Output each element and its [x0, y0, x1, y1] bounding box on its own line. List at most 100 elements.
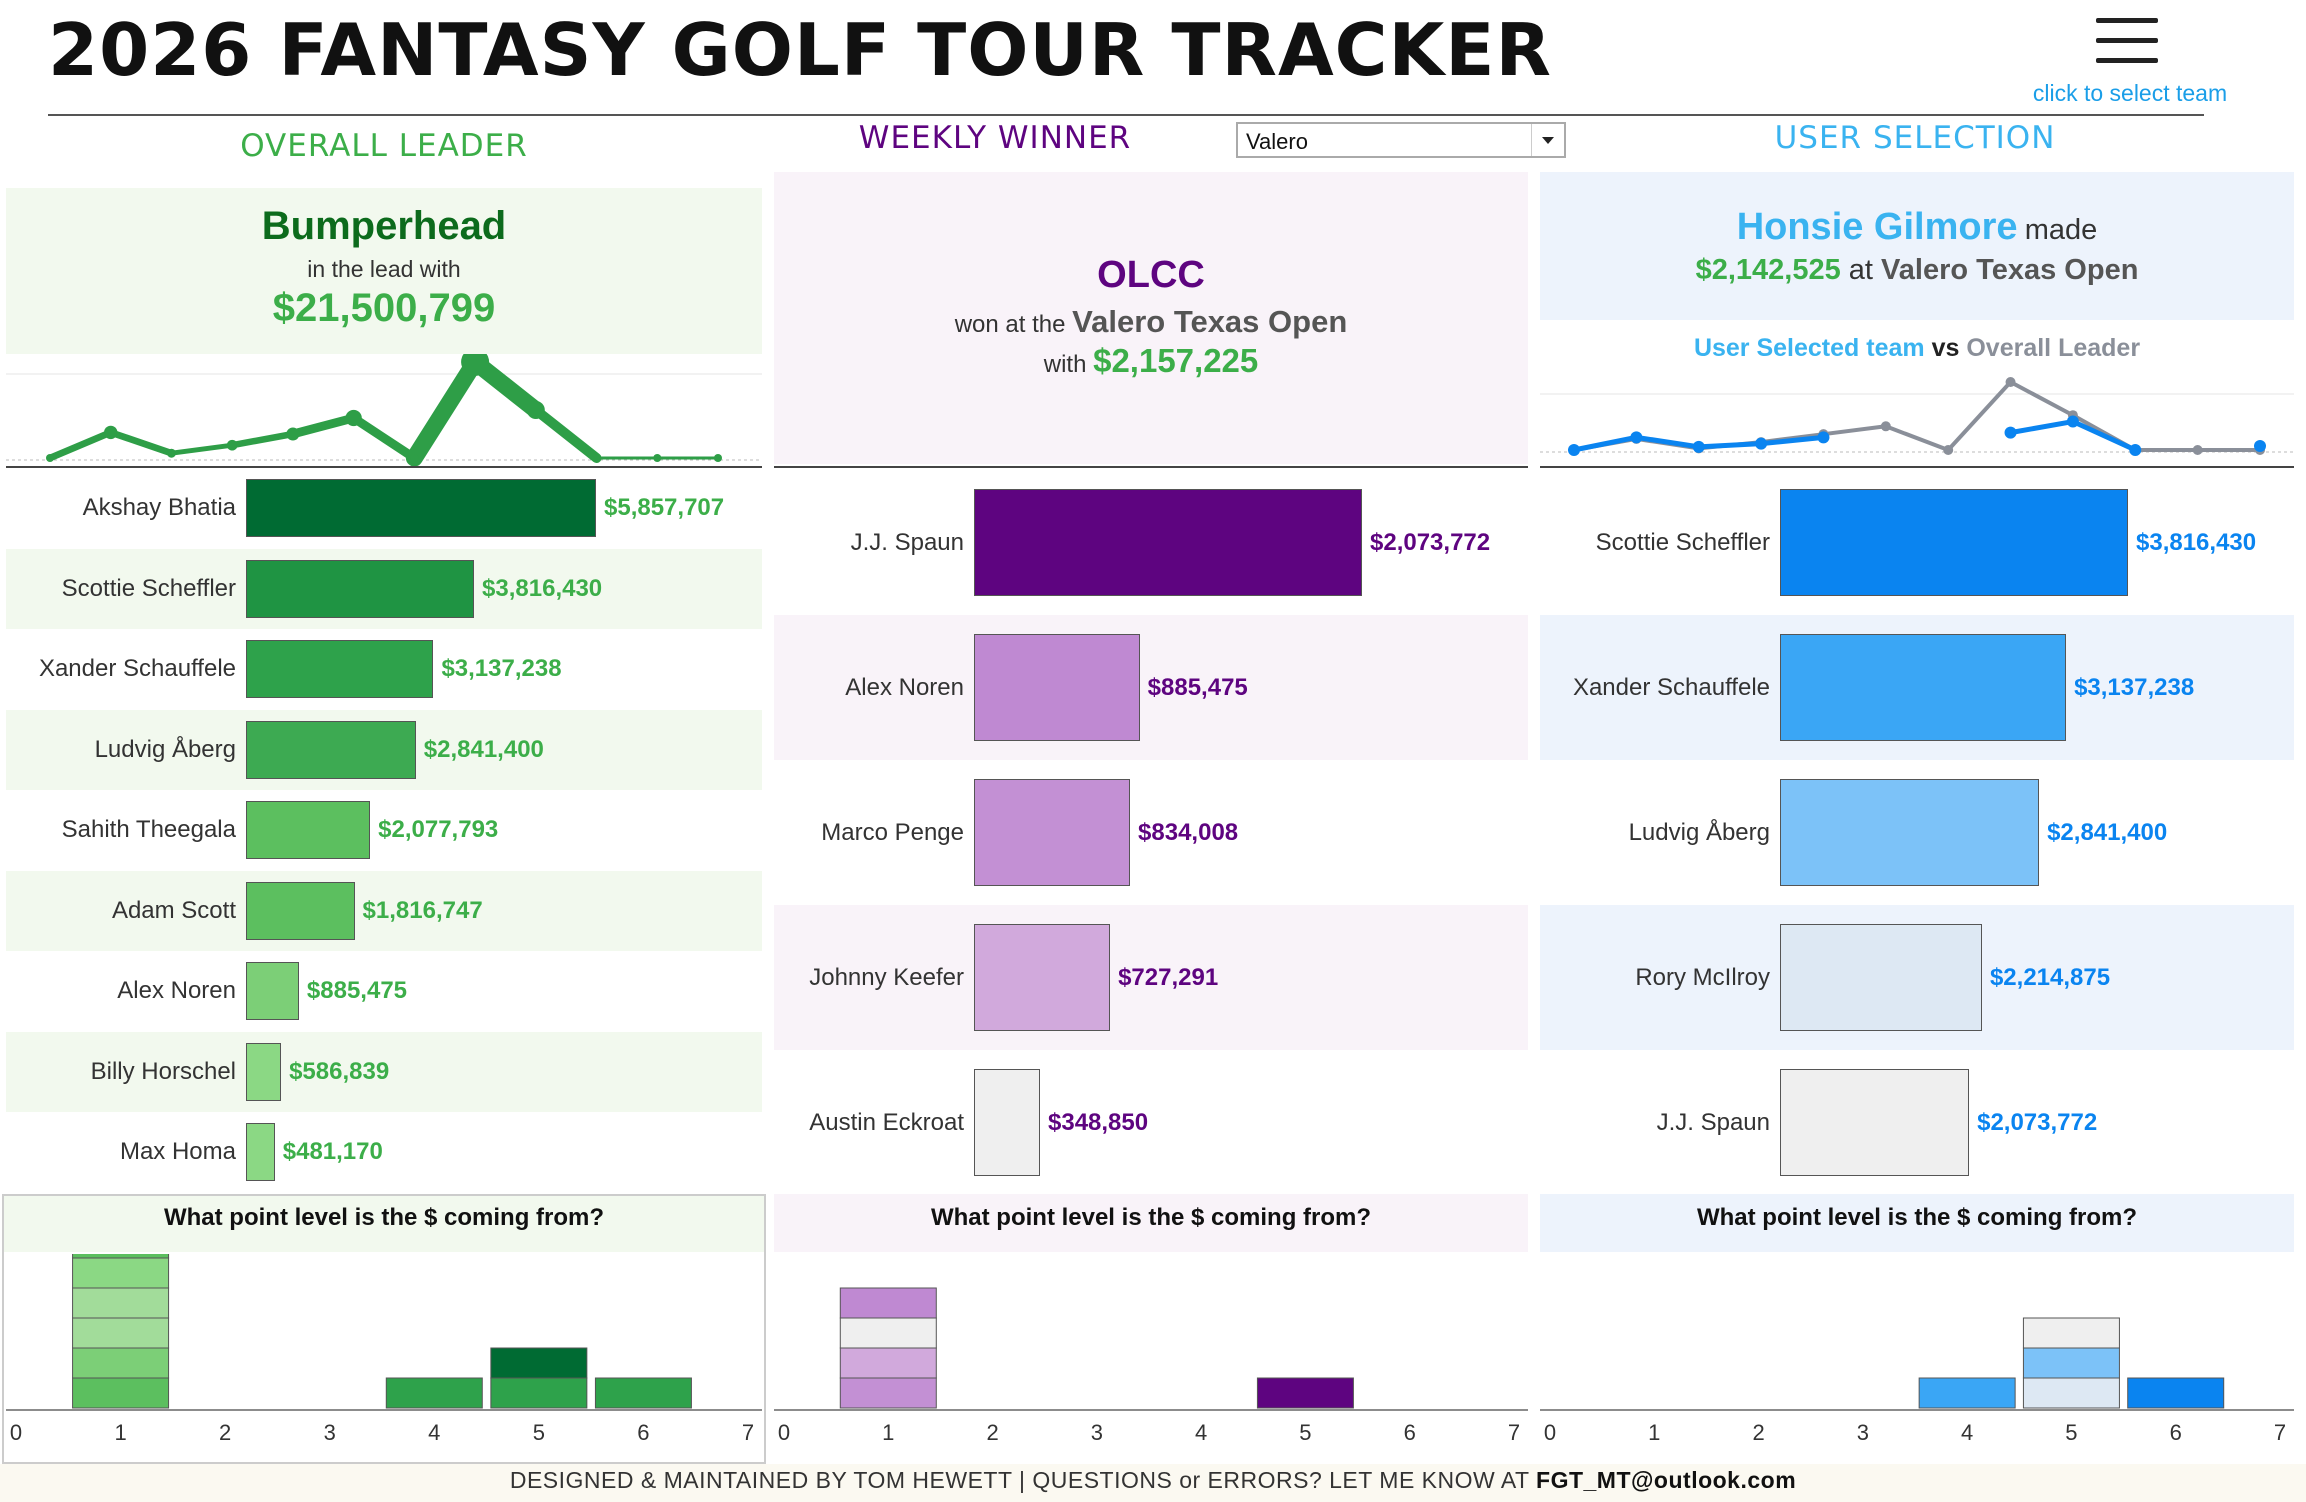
player-value: $348,850: [1048, 1108, 1149, 1136]
overall-point-level-chart: 0 1 2 3 4 5 6 7: [6, 1254, 762, 1445]
series-line-segment: [169, 442, 235, 456]
player-name: Marco Penge: [821, 818, 964, 846]
point-level-segment: [72, 1257, 170, 1289]
overall-point-level-frame: [2, 1194, 766, 1464]
player-name: Akshay Bhatia: [82, 494, 236, 522]
user-compare-user: User Selected team: [1693, 334, 1925, 362]
user-event-name: Valero Texas Open: [1881, 254, 2139, 286]
data-point: [226, 439, 238, 451]
footer: DESIGNED & MAINTAINED BY TOM HEWETT | QU…: [0, 1464, 2306, 1502]
point-level-segment: [1256, 1377, 1354, 1409]
point-level-segment: [72, 1377, 170, 1409]
data-point: [345, 409, 362, 427]
user-point-level-header-bg: [1540, 1194, 2294, 1252]
player-value: $2,214,875: [1989, 963, 2111, 991]
player-row: Sahith Theegala $2,077,793: [6, 790, 762, 871]
player-bar: [246, 479, 596, 538]
series-line-segment: [1946, 380, 2013, 452]
player-value: $3,137,238: [2074, 673, 2195, 701]
footer-text: DESIGNED & MAINTAINED BY TOM HEWETT | QU…: [509, 1467, 1530, 1493]
x-tick-label: 2: [1752, 1420, 1764, 1445]
user-vs-leader-chart: [1540, 377, 2294, 456]
series-line-segment: [1883, 424, 1951, 452]
menu-icon[interactable]: [2092, 14, 2166, 70]
x-tick-label: 1: [882, 1420, 894, 1445]
player-row: Marco Penge $834,008: [774, 760, 1528, 905]
player-row: Billy Horschel $586,839: [6, 1031, 762, 1112]
x-tick-label: 0: [10, 1420, 22, 1445]
player-value: $2,077,793: [378, 816, 499, 844]
player-name: Austin Eckroat: [809, 1108, 964, 1136]
x-tick-label: 3: [1091, 1420, 1103, 1445]
user-team-name: Honsie Gilmore: [1736, 206, 2018, 248]
player-bar: [246, 559, 475, 618]
series-line-segment: [288, 413, 359, 439]
overall-in-lead-text: in the lead with: [307, 256, 461, 282]
footer-email[interactable]: FGT_MT@outlook.com: [1536, 1467, 1797, 1493]
point-level-segment: [594, 1377, 692, 1409]
weekly-point-level-question: What point level is the $ coming from?: [930, 1204, 1372, 1231]
player-value: $834,008: [1138, 818, 1239, 846]
player-bar: [1780, 1068, 1970, 1177]
user-compare-leader: Overall Leader: [1966, 334, 2141, 362]
player-row: Johnny Keefer $727,291: [774, 905, 1528, 1050]
player-row: J.J. Spaun $2,073,772: [774, 470, 1528, 615]
x-tick-label: 0: [1544, 1420, 1556, 1445]
player-row: J.J. Spaun $2,073,772: [1540, 1050, 2294, 1195]
data-point: [653, 454, 662, 462]
player-bar: [1780, 923, 1982, 1032]
weekly-with-label: with: [1043, 351, 1087, 378]
player-row: Ludvig Åberg $2,841,400: [6, 709, 762, 790]
player-value: $885,475: [306, 977, 408, 1005]
player-bar: [246, 1042, 282, 1101]
x-tick-label: 1: [114, 1420, 126, 1445]
overall-amount: $21,500,799: [272, 286, 496, 330]
player-bar: [974, 488, 1362, 597]
point-level-segment: [839, 1287, 937, 1319]
weekly-event-name: Valero Texas Open: [1072, 304, 1348, 339]
player-name: J.J. Spaun: [850, 528, 964, 556]
overall-point-level-header-bg: [4, 1196, 764, 1252]
user-divider: [1540, 466, 2294, 468]
player-bar: [974, 923, 1111, 1032]
point-level-segment: [2022, 1347, 2120, 1379]
point-level-segment: [72, 1347, 170, 1379]
player-bar: [246, 801, 371, 860]
data-point: [2066, 415, 2079, 428]
user-compare-vs: vs: [1931, 334, 1960, 362]
data-point: [1630, 431, 1643, 444]
user-at-label: at: [1848, 254, 1873, 286]
weekly-divider: [774, 466, 1528, 468]
x-tick-label: 4: [1961, 1420, 1973, 1445]
player-bar: [246, 962, 299, 1021]
data-point: [286, 427, 300, 441]
weekly-point-level-chart: 0 1 2 3 4 5 6 7: [774, 1287, 1528, 1445]
point-level-segment: [385, 1377, 483, 1409]
data-point: [410, 454, 419, 462]
player-value: $2,841,400: [2047, 818, 2168, 846]
player-bar: [974, 1068, 1040, 1177]
player-row: Alex Noren $885,475: [774, 615, 1528, 760]
player-row: Akshay Bhatia $5,857,707: [6, 468, 762, 549]
player-row: Scottie Scheffler $3,816,430: [1540, 470, 2294, 615]
series-line-segment: [530, 405, 602, 463]
weekly-amount-line: with $2,157,225: [774, 342, 1528, 380]
series-line-segment: [1758, 434, 1826, 447]
data-point: [2005, 377, 2016, 387]
event-select[interactable]: Valero: [1236, 122, 1566, 158]
user-selection-heading: USER SELECTION: [1774, 120, 2056, 156]
player-name: Sahith Theegala: [61, 816, 236, 844]
x-tick-label: 5: [2065, 1420, 2077, 1445]
x-tick-label: 5: [1299, 1420, 1311, 1445]
player-name: Ludvig Åberg: [1628, 818, 1770, 846]
x-tick-label: 5: [533, 1420, 545, 1445]
point-level-segment: [72, 1287, 170, 1319]
user-point-level-question: What point level is the $ coming from?: [1696, 1204, 2138, 1231]
chevron-down-icon[interactable]: [1531, 124, 1564, 156]
data-point: [2254, 440, 2266, 453]
point-level-segment: [490, 1347, 588, 1379]
data-point: [461, 354, 490, 376]
menu-hint[interactable]: click to select team: [2032, 80, 2228, 106]
player-bar: [246, 881, 355, 940]
series-line-segment: [2008, 419, 2076, 436]
